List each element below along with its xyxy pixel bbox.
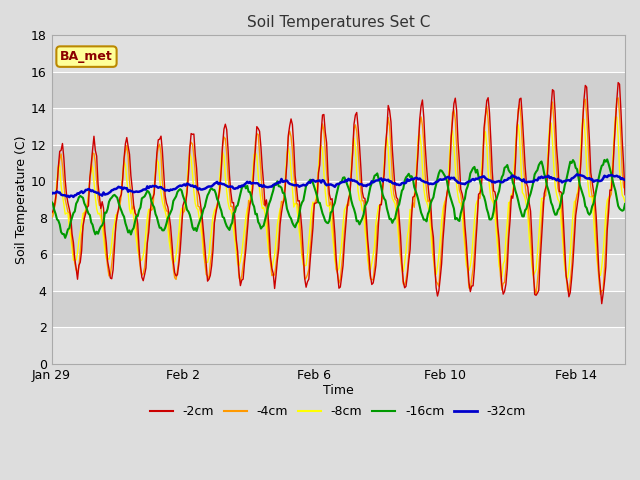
Bar [51,181,625,218]
X-axis label: Time: Time [323,384,354,397]
Bar [51,108,625,145]
Legend: -2cm, -4cm, -8cm, -16cm, -32cm: -2cm, -4cm, -8cm, -16cm, -32cm [145,400,531,423]
Bar [51,327,625,364]
Bar [51,72,625,108]
Title: Soil Temperatures Set C: Soil Temperatures Set C [246,15,430,30]
Y-axis label: Soil Temperature (C): Soil Temperature (C) [15,135,28,264]
Bar [51,218,625,254]
Bar [51,145,625,181]
Text: BA_met: BA_met [60,50,113,63]
Bar [51,291,625,327]
Bar [51,254,625,291]
Bar [51,36,625,72]
